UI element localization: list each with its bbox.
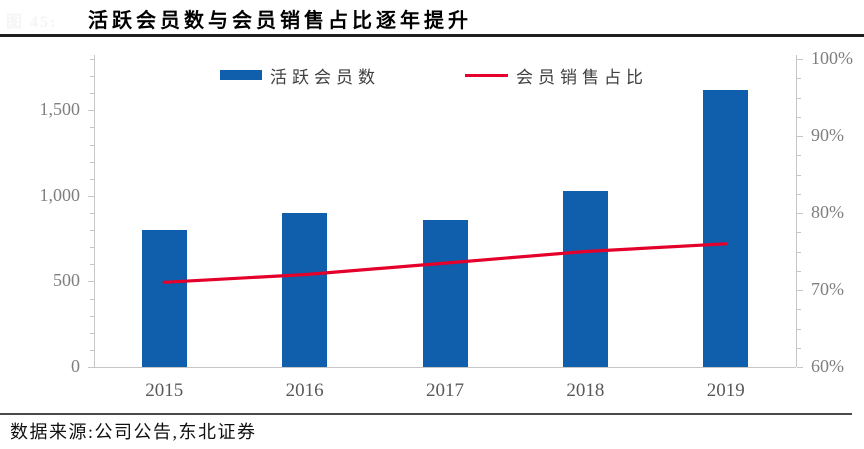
y-left-minor-tick xyxy=(90,264,94,265)
y-right-major-tick xyxy=(797,59,803,60)
figure-number-label: 图 45: xyxy=(6,14,58,31)
y-left-minor-tick xyxy=(90,316,94,317)
y-left-minor-tick xyxy=(90,350,94,351)
y-left-minor-tick xyxy=(90,179,94,180)
y-right-tick-label: 60% xyxy=(811,356,844,376)
y-right-major-tick xyxy=(797,136,803,137)
y-right-minor-tick xyxy=(797,98,801,99)
y-right-major-tick xyxy=(797,367,803,368)
y-right-minor-tick xyxy=(797,155,801,156)
x-tick-label-2017: 2017 xyxy=(426,380,464,401)
y-left-major-tick xyxy=(88,367,94,368)
y-left-minor-tick xyxy=(90,247,94,248)
legend-line-label: 会员销售占比 xyxy=(516,67,648,87)
y-right-minor-tick xyxy=(797,117,801,118)
y-left-minor-tick xyxy=(90,333,94,334)
y-right-minor-tick xyxy=(797,194,801,195)
y-right-minor-tick xyxy=(797,329,801,330)
data-source-note: 数据来源:公司公告,东北证券 xyxy=(10,422,257,442)
y-left-minor-tick xyxy=(90,127,94,128)
y-left-minor-tick xyxy=(90,230,94,231)
x-tick-label-2019: 2019 xyxy=(706,380,745,401)
y-right-minor-tick xyxy=(797,271,801,272)
y-right-tick-label: 90% xyxy=(811,125,844,145)
y-left-minor-tick xyxy=(90,59,94,60)
chart-title: 活跃会员数与会员销售占比逐年提升 xyxy=(88,10,472,32)
x-axis-baseline xyxy=(94,367,796,368)
legend-item-bar: 活跃会员数 xyxy=(220,64,380,87)
y-left-major-tick xyxy=(88,281,94,282)
y-left-minor-tick xyxy=(90,213,94,214)
y-left-minor-tick xyxy=(90,145,94,146)
footer-divider-rule xyxy=(0,413,852,415)
y-left-tick-label: 1,500 xyxy=(39,99,81,120)
bar-2019 xyxy=(703,89,749,367)
y-right-major-tick xyxy=(797,213,803,214)
y-right-minor-tick xyxy=(797,232,801,233)
x-tick-label-2015: 2015 xyxy=(145,380,184,401)
y-right-minor-tick xyxy=(797,78,801,79)
legend-bar-swatch xyxy=(220,70,262,80)
legend-line-swatch xyxy=(465,73,508,77)
y-right-tick-label: 80% xyxy=(811,202,844,222)
y-left-minor-tick xyxy=(90,93,94,94)
y-right-tick-label: 70% xyxy=(811,279,844,299)
y-right-minor-tick xyxy=(797,252,801,253)
legend-item-line: 会员销售占比 xyxy=(465,64,648,87)
x-tick-label-2018: 2018 xyxy=(566,380,605,401)
y-left-minor-tick xyxy=(90,76,94,77)
bar-2016 xyxy=(282,213,328,367)
y-left-major-tick xyxy=(88,196,94,197)
y-axis-right xyxy=(796,55,797,367)
y-left-major-tick xyxy=(88,110,94,111)
y-right-minor-tick xyxy=(797,175,801,176)
y-right-minor-tick xyxy=(797,348,801,349)
y-left-tick-label: 500 xyxy=(53,270,80,291)
y-axis-left xyxy=(94,55,95,367)
title-divider-rule xyxy=(0,34,864,37)
bar-2015 xyxy=(141,230,187,367)
y-right-minor-tick xyxy=(797,309,801,310)
legend-bar-label: 活跃会员数 xyxy=(270,67,380,87)
y-right-major-tick xyxy=(797,290,803,291)
x-tick-label-2016: 2016 xyxy=(285,380,324,401)
y-left-minor-tick xyxy=(90,162,94,163)
y-right-tick-label: 100% xyxy=(811,48,853,68)
y-left-minor-tick xyxy=(90,299,94,300)
bar-2018 xyxy=(562,190,608,367)
y-left-tick-label: 1,000 xyxy=(39,184,81,205)
bar-2017 xyxy=(422,219,468,367)
y-left-tick-label: 0 xyxy=(71,356,80,376)
